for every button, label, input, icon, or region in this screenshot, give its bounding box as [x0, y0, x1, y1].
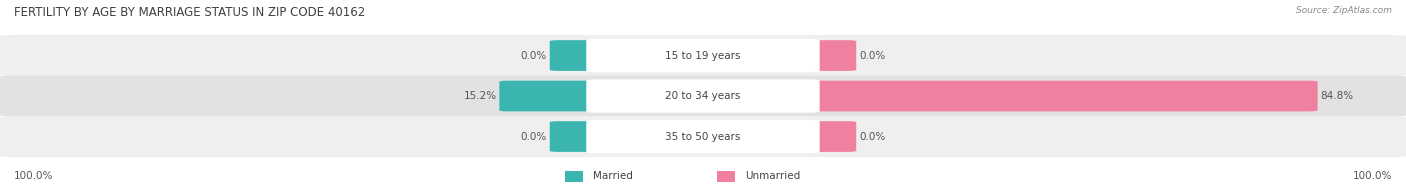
Text: 15.2%: 15.2%: [464, 91, 496, 101]
FancyBboxPatch shape: [550, 121, 606, 152]
FancyBboxPatch shape: [586, 39, 820, 72]
FancyBboxPatch shape: [586, 120, 820, 153]
Text: 100.0%: 100.0%: [1353, 171, 1392, 181]
Text: 0.0%: 0.0%: [859, 51, 886, 61]
Text: Married: Married: [593, 171, 633, 181]
FancyBboxPatch shape: [717, 171, 735, 182]
Text: 100.0%: 100.0%: [14, 171, 53, 181]
Text: 35 to 50 years: 35 to 50 years: [665, 132, 741, 142]
FancyBboxPatch shape: [550, 40, 606, 71]
FancyBboxPatch shape: [586, 79, 820, 113]
Text: FERTILITY BY AGE BY MARRIAGE STATUS IN ZIP CODE 40162: FERTILITY BY AGE BY MARRIAGE STATUS IN Z…: [14, 6, 366, 19]
FancyBboxPatch shape: [800, 81, 1317, 111]
Text: Unmarried: Unmarried: [745, 171, 800, 181]
FancyBboxPatch shape: [800, 121, 856, 152]
Text: 0.0%: 0.0%: [520, 51, 547, 61]
FancyBboxPatch shape: [0, 35, 1406, 76]
Text: Source: ZipAtlas.com: Source: ZipAtlas.com: [1296, 6, 1392, 15]
Text: 0.0%: 0.0%: [520, 132, 547, 142]
Text: 20 to 34 years: 20 to 34 years: [665, 91, 741, 101]
Text: 84.8%: 84.8%: [1320, 91, 1354, 101]
FancyBboxPatch shape: [0, 75, 1406, 117]
FancyBboxPatch shape: [499, 81, 606, 111]
FancyBboxPatch shape: [565, 171, 583, 182]
FancyBboxPatch shape: [0, 116, 1406, 157]
Text: 15 to 19 years: 15 to 19 years: [665, 51, 741, 61]
Text: 0.0%: 0.0%: [859, 132, 886, 142]
FancyBboxPatch shape: [800, 40, 856, 71]
